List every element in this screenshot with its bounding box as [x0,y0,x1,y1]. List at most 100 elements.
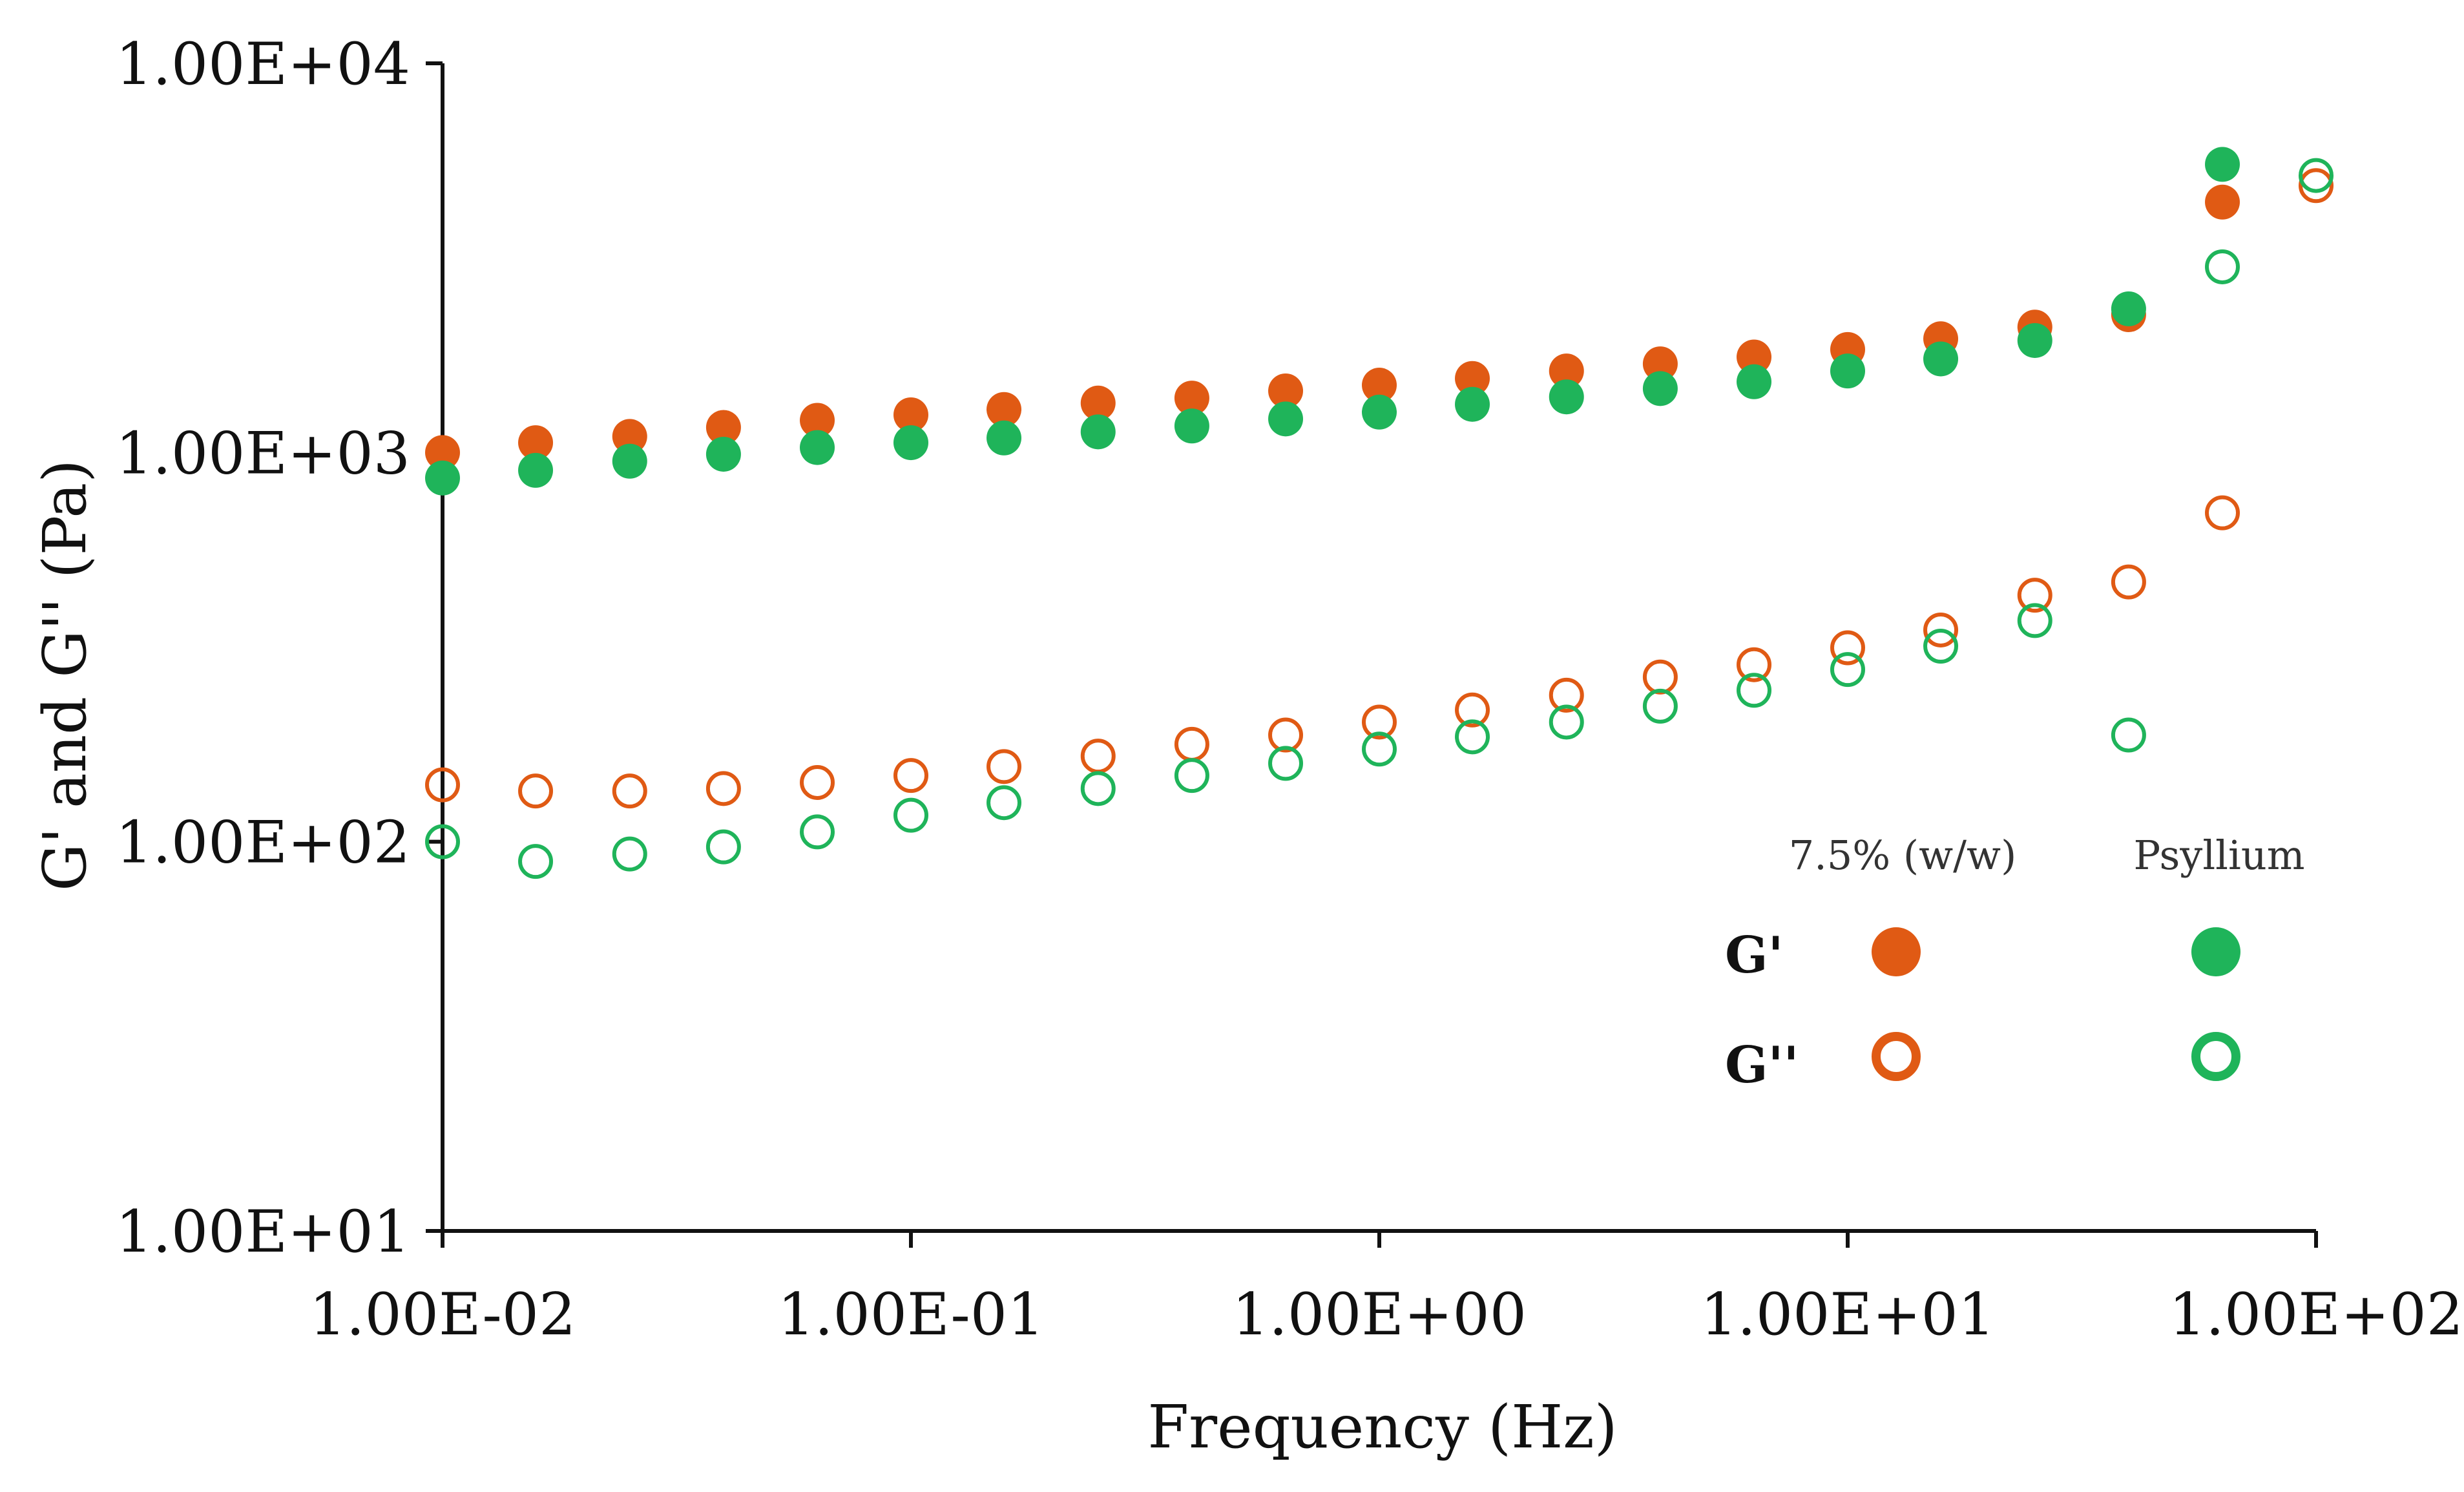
data-point [1268,717,1304,753]
data-point [1923,629,1959,664]
data-point [1737,647,1772,682]
data-point [612,443,647,479]
x-tick-label: 1.00E-02 [309,1281,576,1349]
data-point [1362,368,1397,403]
data-point [1642,371,1678,406]
data-point [1549,353,1584,389]
x-axis-title: Frequency (Hz) [1147,1392,1617,1462]
data-point [800,403,835,438]
legend-marker-psyllium-g-double-prime [2191,1032,2240,1081]
data-point [2111,717,2146,753]
series-7-5-w-w-g [425,184,2240,470]
legend-row-g-prime: G' [1725,926,1784,985]
data-point [1268,401,1304,437]
markers [425,147,2333,879]
data-point [987,785,1022,821]
data-point [1737,364,1772,399]
data-point [1830,353,1865,389]
data-point [1549,704,1584,740]
data-point [1080,771,1116,806]
y-tick-label: 1.00E+04 [116,30,410,98]
data-point [893,758,928,793]
legend-marker-7-5-g-double-prime [1872,1032,1921,1081]
data-point [425,435,460,470]
data-point [518,452,554,488]
data-point [800,430,835,465]
data-point [2299,158,2333,193]
data-point [1737,673,1772,708]
data-point [893,797,928,833]
data-point [2205,495,2240,531]
x-tick-label: 1.00E+01 [1700,1281,1995,1349]
data-point [1642,659,1678,695]
data-point [425,824,460,859]
data-point [1174,381,1209,416]
series-7-5-w-w-g [425,168,2333,809]
x-tick-label: 1.00E+02 [2169,1281,2463,1349]
data-point [987,749,1022,784]
data-point [1642,688,1678,724]
y-tick-label: 1.00E+02 [116,809,410,877]
data-point [518,844,554,879]
data-point [1080,414,1116,450]
data-point [1923,341,1959,377]
data-point [1080,739,1116,774]
data-point [2205,249,2240,284]
data-point [2205,184,2240,220]
data-point [1174,408,1209,444]
data-point [705,436,741,472]
y-axis-title: G' and G'' (Pa) [30,459,99,891]
data-point [2299,168,2333,204]
series-psyllium-g [425,147,2240,496]
data-point [1362,394,1397,430]
axes [441,63,2316,1233]
data-point [2205,147,2240,182]
data-point [1362,731,1397,767]
data-point [1737,339,1772,375]
x-ticks: 1.00E-02 1.00E-01 1.00E+00 1.00E+01 1.00E+02 [309,1231,2463,1349]
data-point [1268,373,1304,408]
series-psyllium-g [425,158,2333,879]
data-point [2017,322,2052,358]
x-tick-label: 1.00E-01 [778,1281,1045,1349]
data-point [2111,291,2146,326]
data-point [425,767,460,803]
legend: 7.5% (w/w) Psyllium G' G'' [1725,832,2305,1095]
data-point [1830,630,1865,666]
data-point [1174,726,1209,762]
data-point [518,425,554,461]
data-point [1080,385,1116,421]
y-tick-label: 1.00E+03 [116,419,410,487]
y-tick-label: 1.00E+01 [116,1198,410,1266]
data-point [1362,704,1397,740]
data-point [518,773,554,809]
data-point [893,397,928,432]
data-point [800,814,835,850]
data-point [1455,386,1490,422]
y-ticks: 1.00E+01 1.00E+02 1.00E+03 1.00E+04 [116,30,443,1266]
data-point [2017,578,2052,613]
legend-marker-7-5-g-prime [1872,927,1921,976]
data-point [705,829,741,865]
data-point [612,773,647,809]
data-point [1455,692,1490,728]
data-point [612,419,647,454]
data-point [987,420,1022,456]
x-tick-label: 1.00E+00 [1232,1281,1527,1349]
data-point [705,410,741,445]
data-point [893,425,928,461]
data-point [1268,746,1304,781]
data-point [425,460,460,496]
legend-header-7-5-percent: 7.5% (w/w) [1789,832,2017,879]
data-point [705,771,741,806]
data-point [1549,677,1584,713]
legend-header-psyllium: Psyllium [2133,832,2304,879]
data-point [612,836,647,872]
data-point [2017,603,2052,638]
data-point [1455,719,1490,755]
data-point [1830,652,1865,688]
data-point [2111,564,2146,600]
data-point [987,392,1022,427]
data-point [1642,346,1678,382]
